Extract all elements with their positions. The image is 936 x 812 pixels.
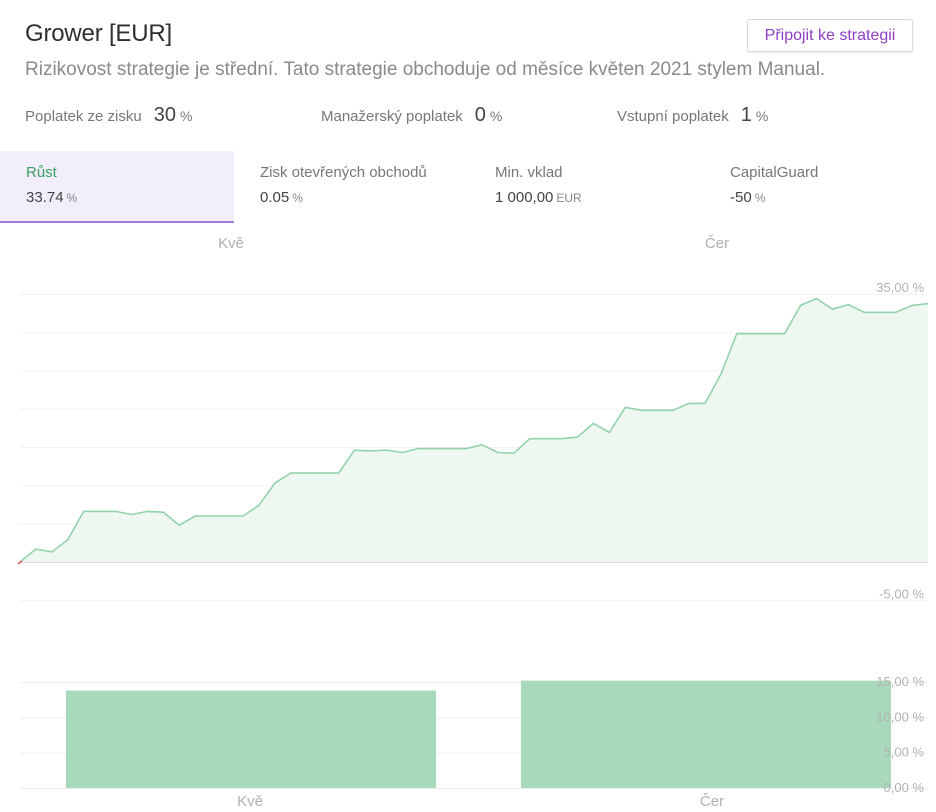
profit-fee: Poplatek ze zisku 30 % bbox=[25, 104, 192, 127]
profit-fee-label: Poplatek ze zisku bbox=[25, 108, 142, 125]
tab-min-deposit-unit: EUR bbox=[556, 191, 582, 205]
profit-fee-value: 30 bbox=[153, 104, 176, 126]
tab-capital-guard[interactable]: CapitalGuard -50% bbox=[704, 151, 936, 223]
monthly-bar bbox=[521, 680, 891, 788]
tab-growth-value: 33.74 bbox=[26, 189, 64, 206]
growth-month-label: Kvě bbox=[218, 235, 244, 252]
tab-capital-guard-label: CapitalGuard bbox=[730, 164, 819, 181]
tab-capital-guard-unit: % bbox=[754, 191, 766, 205]
management-fee-value: 0 bbox=[474, 104, 486, 126]
entry-fee: Vstupní poplatek 1 % bbox=[617, 104, 768, 127]
growth-area-fill bbox=[20, 298, 928, 562]
monthly-bar-chart: 15,00 % 10,00 % 5,00 % 0,00 % Kvě Čer bbox=[20, 674, 928, 810]
growth-chart: 35,00 %30,00 %25,00 %20,00 %15,00 %10,00… bbox=[17, 235, 929, 602]
tab-min-deposit-value: 1 000,00 bbox=[495, 189, 554, 206]
tab-growth-label: Růst bbox=[26, 164, 57, 181]
management-fee-unit: % bbox=[489, 108, 503, 124]
bar-y-tick-label: 5,00 % bbox=[884, 745, 925, 760]
tab-growth[interactable]: Růst 33.74% bbox=[0, 151, 234, 223]
strategy-title: Grower [EUR] bbox=[25, 20, 172, 47]
entry-fee-label: Vstupní poplatek bbox=[617, 108, 729, 125]
tab-open-trades-label: Zisk otevřených obchodů bbox=[260, 164, 427, 181]
join-strategy-button[interactable]: Připojit ke strategii bbox=[747, 19, 913, 52]
entry-fee-value: 1 bbox=[740, 104, 752, 126]
entry-fee-unit: % bbox=[755, 108, 769, 124]
bar-y-tick-label: 0,00 % bbox=[884, 780, 925, 795]
tab-min-deposit[interactable]: Min. vklad 1 000,00 EUR bbox=[469, 151, 704, 223]
bar-month-label: Čer bbox=[700, 793, 724, 810]
growth-y-tick-label: -5,00 % bbox=[879, 586, 924, 601]
growth-y-tick-label: 35,00 % bbox=[876, 280, 924, 295]
growth-month-label: Čer bbox=[705, 235, 729, 252]
tab-min-deposit-label: Min. vklad bbox=[495, 164, 563, 181]
management-fee: Manažerský poplatek 0 % bbox=[321, 104, 502, 127]
stats-tabs: Růst 33.74% Zisk otevřených obchodů 0.05… bbox=[0, 151, 936, 224]
tab-open-trades-unit: % bbox=[292, 191, 303, 205]
growth-start-marker bbox=[17, 560, 23, 565]
tab-open-trades-profit[interactable]: Zisk otevřených obchodů 0.05% bbox=[234, 151, 469, 223]
tab-capital-guard-value: -50 bbox=[730, 189, 752, 206]
tab-growth-unit: % bbox=[66, 191, 78, 205]
bar-y-tick-label: 15,00 % bbox=[876, 674, 924, 689]
profit-fee-unit: % bbox=[179, 108, 193, 124]
management-fee-label: Manažerský poplatek bbox=[321, 108, 463, 125]
bar-month-label: Kvě bbox=[237, 793, 263, 810]
strategy-description: Rizikovost strategie je střední. Tato st… bbox=[25, 59, 826, 80]
growth-series-line bbox=[19, 297, 929, 563]
tab-open-trades-value: 0.05 bbox=[260, 189, 290, 206]
bar-y-tick-label: 10,00 % bbox=[876, 709, 924, 724]
monthly-bar bbox=[66, 690, 436, 788]
